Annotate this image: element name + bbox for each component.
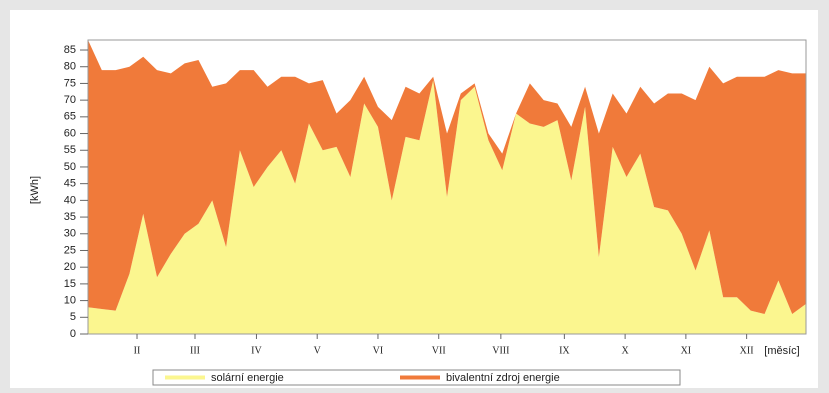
y-tick-label: 60 [64, 127, 76, 139]
plot-border [87, 39, 807, 335]
x-tick-label: VI [373, 345, 384, 356]
y-tick-label: 0 [70, 328, 76, 340]
x-tick-label: VII [432, 345, 446, 356]
y-axis-label: [kWh] [29, 176, 41, 204]
y-tick-label: 80 [64, 61, 76, 73]
y-tick-label: 65 [64, 111, 76, 123]
x-tick-label: VIII [492, 345, 509, 356]
area [88, 40, 806, 314]
y-tick-label: 10 [64, 294, 76, 306]
x-axis-label: [měsíc] [764, 345, 799, 357]
x-tick-label: IX [559, 345, 570, 356]
x-tick-label: III [190, 345, 200, 356]
y-tick-label: 5 [70, 311, 76, 323]
y-tick-label: 35 [64, 211, 76, 223]
legend-label: bivalentní zdroj energie [446, 372, 560, 384]
y-tick-label: 45 [64, 178, 76, 190]
y-tick-label: 30 [64, 228, 76, 240]
y-tick-label: 25 [64, 244, 76, 256]
x-tick-label: XII [740, 345, 754, 356]
y-tick-label: 85 [64, 44, 76, 56]
x-tick-label: IV [251, 345, 262, 356]
area [88, 80, 806, 334]
x-tick-label: V [314, 345, 322, 356]
y-tick-label: 55 [64, 144, 76, 156]
x-tick-label: X [622, 345, 630, 356]
y-tick-label: 50 [64, 161, 76, 173]
x-tick-label: XI [681, 345, 692, 356]
y-tick-label: 70 [64, 94, 76, 106]
y-tick-label: 20 [64, 261, 76, 273]
y-tick-label: 40 [64, 194, 76, 206]
y-tick-label: 15 [64, 278, 76, 290]
legend-label: solární energie [211, 372, 284, 384]
x-tick-label: II [134, 345, 141, 356]
y-tick-label: 75 [64, 77, 76, 89]
